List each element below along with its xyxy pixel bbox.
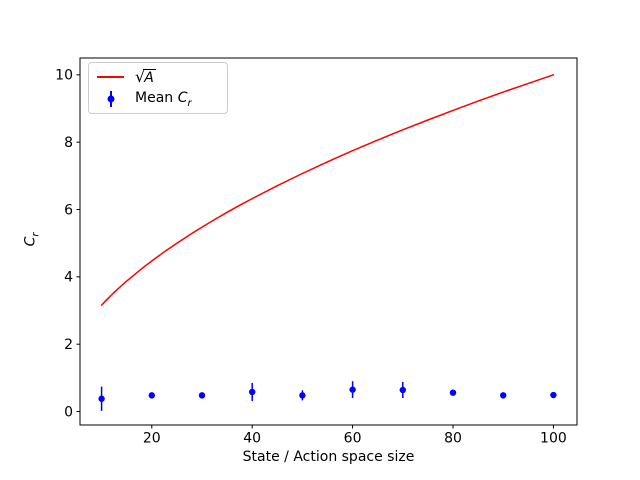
mean-cr-point <box>399 386 406 394</box>
mean-cr-point <box>349 386 356 393</box>
legend-label-mean-cr: Mean Cr <box>135 90 192 109</box>
legend-symbol-c: C <box>177 89 188 106</box>
mean-cr-point <box>449 389 457 396</box>
ylabel-symbol-c: C <box>22 236 39 247</box>
mean-cr-point <box>550 391 557 399</box>
y-tick-label: 4 <box>64 270 73 286</box>
x-tick-label: 40 <box>243 431 261 447</box>
y-tick-label: 8 <box>64 135 73 151</box>
x-tick-label: 20 <box>143 431 161 447</box>
x-axis-label: State / Action space size <box>242 449 415 465</box>
y-axis-label: Cr <box>23 213 42 265</box>
mean-cr-point <box>248 388 256 396</box>
errorbar-dot <box>107 95 114 103</box>
x-tick-label: 80 <box>444 431 462 447</box>
legend-item-mean-cr: Mean Cr <box>97 88 219 110</box>
ylabel-subscript-r: r <box>30 232 42 237</box>
radicand: A <box>143 69 156 87</box>
y-tick-label: 6 <box>64 202 73 218</box>
legend-item-sqrt-a: √A <box>97 66 219 88</box>
y-tick-label: 2 <box>64 337 73 353</box>
errorbar-sample-icon <box>97 90 124 108</box>
mean-cr-point <box>98 395 105 402</box>
x-tick-label: 100 <box>540 431 567 447</box>
red-line-sample-icon <box>97 75 124 78</box>
radical-sign: √ <box>135 67 146 87</box>
mean-cr-point <box>299 392 306 399</box>
y-tick-label: 0 <box>64 404 73 420</box>
x-tick-label: 60 <box>344 431 362 447</box>
legend-label-sqrt-a: √A <box>135 67 156 87</box>
legend-subscript-r: r <box>187 97 192 109</box>
legend: √A Mean Cr <box>88 62 228 114</box>
y-tick-label: 10 <box>55 68 73 84</box>
mean-cr-point <box>148 392 155 399</box>
sqrt-a-curve <box>100 74 555 306</box>
mean-cr-point <box>198 392 206 399</box>
mean-cr-point <box>500 392 507 399</box>
legend-text-mean: Mean <box>135 89 174 106</box>
axes-frame <box>79 57 578 426</box>
